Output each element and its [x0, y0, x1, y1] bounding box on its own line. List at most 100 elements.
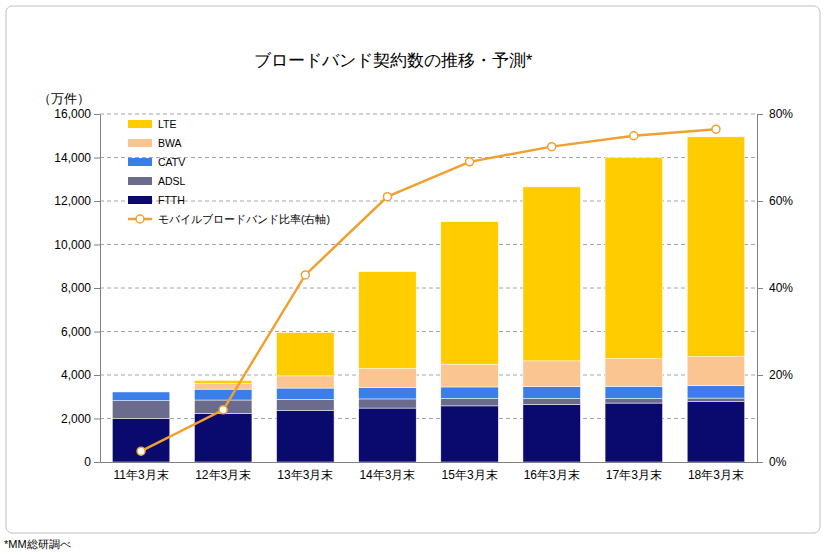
tick: 10,000	[54, 238, 100, 252]
legend-item: FTTH	[128, 194, 185, 206]
line	[141, 129, 716, 451]
bar	[359, 272, 416, 369]
bar	[605, 398, 662, 403]
tick-label: 14,000	[54, 151, 91, 165]
legend-item: BWA	[128, 137, 182, 149]
tick: 20%	[757, 368, 793, 382]
tick: 6,000	[61, 325, 100, 339]
tick: 2,000	[61, 412, 100, 426]
tick: 12年3月末	[195, 462, 251, 482]
legend-label: LTE	[158, 118, 176, 130]
tick: 15年3月末	[442, 462, 498, 482]
tick-mark	[757, 288, 763, 289]
bar	[277, 333, 334, 376]
axis-line	[101, 462, 758, 463]
bar	[277, 388, 334, 399]
tick-label: 11年3月末	[113, 468, 168, 482]
tick-label: 15年3月末	[442, 468, 498, 482]
y-axis: 02,0004,0006,0008,00010,00012,00014,0001…	[54, 107, 100, 469]
tick-label: 6,000	[61, 325, 91, 339]
marker	[301, 271, 309, 279]
tick: 16年3月末	[524, 462, 580, 482]
bar	[441, 364, 498, 387]
marker	[630, 132, 638, 140]
plot: 02,0004,0006,0008,00010,00012,00014,0001…	[54, 107, 793, 482]
tick: 13年3月末	[277, 462, 333, 482]
tick-mark	[94, 201, 100, 202]
bar	[359, 408, 416, 462]
bar	[687, 398, 744, 402]
tick-label: 8,000	[61, 281, 91, 295]
tick: 40%	[757, 281, 793, 295]
legend-label: BWA	[158, 137, 182, 149]
marks	[112, 125, 744, 462]
bar	[523, 398, 580, 404]
legend-item: モバイルブロードバンド比率(右軸)	[128, 213, 330, 225]
marker	[137, 447, 145, 455]
legend-label: CATV	[158, 156, 185, 168]
bar	[359, 388, 416, 399]
tick-mark	[94, 375, 100, 376]
tick-mark	[94, 114, 100, 115]
note: *MM総研調べ	[4, 538, 71, 550]
legend-item: LTE	[128, 118, 176, 130]
legend-swatch	[128, 139, 152, 147]
tick-mark	[94, 158, 100, 159]
tick: 14年3月末	[359, 462, 415, 482]
tick-label: 4,000	[61, 368, 91, 382]
tick-label: 60%	[769, 194, 793, 208]
legend-swatch	[128, 158, 152, 166]
tick: 8,000	[61, 281, 100, 295]
legend-label: FTTH	[158, 194, 185, 206]
tick-label: 80%	[769, 107, 793, 121]
bar	[687, 402, 744, 462]
markers	[137, 125, 720, 455]
bar	[194, 384, 251, 389]
tick-label: 18年3月末	[688, 468, 744, 482]
bar	[605, 386, 662, 398]
grid	[100, 114, 757, 419]
legend-swatch	[128, 196, 152, 204]
y-label: （万件）	[38, 91, 90, 106]
grid-line	[100, 114, 757, 115]
chart: 02,0004,0006,0008,00010,00012,00014,0001…	[0, 0, 826, 555]
bar-series	[112, 398, 744, 418]
bar	[112, 391, 169, 392]
tick: 17年3月末	[606, 462, 662, 482]
tick: 0%	[757, 455, 787, 469]
tick-mark	[94, 288, 100, 289]
tick-label: 12,000	[54, 194, 91, 208]
tick-label: 2,000	[61, 412, 91, 426]
bar	[194, 400, 251, 413]
bar	[605, 158, 662, 359]
tick: 12,000	[54, 194, 100, 208]
tick-label: 13年3月末	[277, 468, 333, 482]
marker	[219, 406, 227, 414]
frame	[6, 6, 820, 533]
tick: 14,000	[54, 151, 100, 165]
bar	[523, 187, 580, 361]
marker	[712, 125, 720, 133]
tick-mark	[757, 462, 763, 463]
legend-item: CATV	[128, 156, 185, 168]
bar	[441, 387, 498, 399]
legend-label: ADSL	[158, 175, 186, 187]
bar	[359, 368, 416, 387]
bar	[605, 403, 662, 462]
x-axis: 11年3月末 12年3月末 13年3月末 14年3月末 15年3月末 16年3月末 17年3…	[101, 462, 758, 482]
tick-label: 10,000	[54, 238, 91, 252]
legend-item: ADSL	[128, 175, 186, 187]
bar	[523, 361, 580, 387]
bar	[112, 401, 169, 419]
tick-mark	[94, 462, 100, 463]
bar	[687, 137, 744, 357]
legend-label: モバイルブロードバンド比率(右軸)	[158, 213, 330, 225]
bar	[194, 389, 251, 400]
tick-label: 40%	[769, 281, 793, 295]
tick: 11年3月末	[113, 462, 168, 482]
bar	[441, 398, 498, 405]
marker	[466, 158, 474, 166]
axis-line	[100, 115, 101, 463]
bar	[687, 357, 744, 386]
y2-axis: 0% 20% 40% 60% 80%	[757, 107, 793, 469]
